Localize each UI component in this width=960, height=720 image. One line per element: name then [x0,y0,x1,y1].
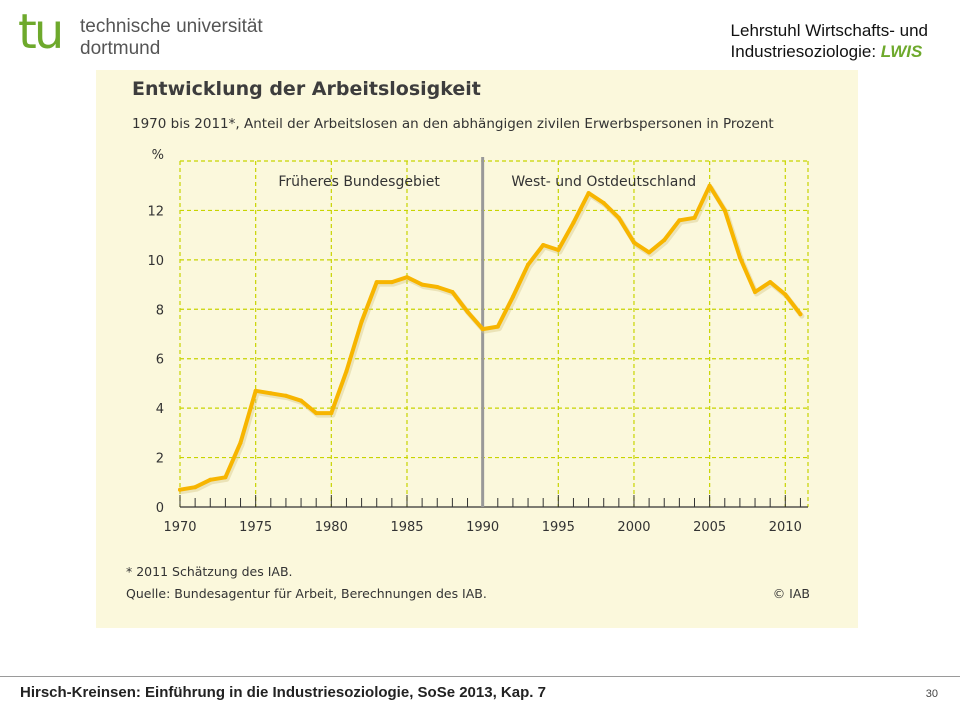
data-point [601,201,606,205]
logo-line-1: technische universität [80,16,263,37]
data-point [526,262,530,267]
x-tick-label: 1990 [466,520,499,535]
data-point [707,183,712,188]
series-line [178,183,803,492]
data-point [268,391,273,396]
source-note: Quelle: Bundesagentur für Arbeit, Berech… [126,586,487,601]
data-point [737,255,742,260]
data-point [541,243,546,247]
data-point [798,312,803,317]
data-point [783,292,788,297]
logo-mark: tu [18,4,64,60]
y-tick-label: 4 [156,402,164,417]
line-chart: % 0 2 4 6 8 10 12 1970 1975 1980 1985 1990 1995 2000 20… [147,148,809,535]
x-tick-label: 1970 [163,520,196,535]
x-tick-label: 2005 [693,520,726,535]
data-point [329,411,334,416]
data-point [768,280,773,285]
logo-wordmark: technische universität dortmund [80,16,263,60]
data-point [193,485,198,490]
region-label-east-west: West- und Ostdeutschland [511,174,696,190]
y-tick-label: 8 [156,303,164,318]
data-point [647,250,652,255]
copyright: © IAB [772,586,810,601]
footer-text: Hirsch-Kreinsen: Einführung in die Indus… [20,684,546,701]
tu-dortmund-logo: tu technische universität dortmund [18,8,268,66]
chair-acronym: LWIS [880,42,923,61]
region-label-west: Früheres Bundesgebiet [278,174,440,190]
chair-line-2-prefix: Industriesoziologie: [730,42,881,61]
data-point [374,280,379,285]
data-point [223,475,228,480]
data-point [586,191,591,196]
data-point [420,282,425,287]
data-point [178,487,182,492]
x-tick-label: 2010 [769,520,802,535]
x-tick-label: 1995 [542,520,575,535]
footnote: * 2011 Schätzung des IAB. [126,564,293,579]
chart-panel: Entwicklung der Arbeitslosigkeit 1970 bi… [96,70,858,628]
data-point [510,294,515,299]
y-tick-label: 6 [156,353,164,368]
data-point [314,411,319,416]
y-tick-label: 2 [156,452,164,467]
y-axis-label: % [152,148,164,163]
y-tick-label: 10 [147,254,164,269]
data-point [556,248,561,252]
chair-line-1: Lehrstuhl Wirtschafts- und [730,21,928,40]
data-point [692,215,697,220]
data-point [299,398,304,403]
chart-subtitle: 1970 bis 2011*, Anteil der Arbeitslosen … [132,116,774,132]
data-point [283,393,288,398]
x-tick-label: 2000 [617,520,650,535]
data-point [435,285,440,289]
data-point [632,240,636,245]
data-point [616,215,621,220]
logo-line-2: dortmund [80,38,161,59]
data-point [405,275,409,280]
page-number: 30 [925,688,938,700]
data-point [450,290,455,294]
chair-label: Lehrstuhl Wirtschafts- und Industriesozi… [731,20,928,62]
data-point [344,369,349,374]
data-point [571,220,576,225]
y-tick-label: 0 [156,501,164,516]
data-point [722,208,727,213]
y-tick-label: 12 [147,204,164,219]
x-tick-label: 1975 [239,520,272,535]
series-shadow [179,185,805,495]
data-point [238,440,243,445]
data-point [662,238,667,243]
data-point [465,309,470,314]
chair-line-2: Industriesoziologie: LWIS [731,41,928,62]
data-point [480,327,485,332]
x-tick-label: 1985 [390,520,423,535]
data-point [253,388,258,393]
x-tick-label: 1980 [315,520,348,535]
data-point [359,319,364,324]
chart-title: Entwicklung der Arbeitslosigkeit [132,78,481,100]
footer-divider [0,676,960,677]
data-point [495,324,500,329]
data-point [677,218,682,223]
data-point [753,290,757,294]
data-point [208,477,213,482]
data-point [389,280,394,285]
